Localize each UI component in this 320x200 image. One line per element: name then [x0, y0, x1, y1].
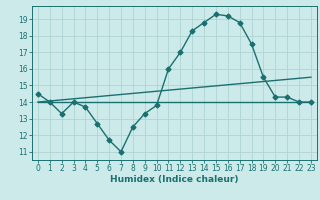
X-axis label: Humidex (Indice chaleur): Humidex (Indice chaleur)	[110, 175, 239, 184]
